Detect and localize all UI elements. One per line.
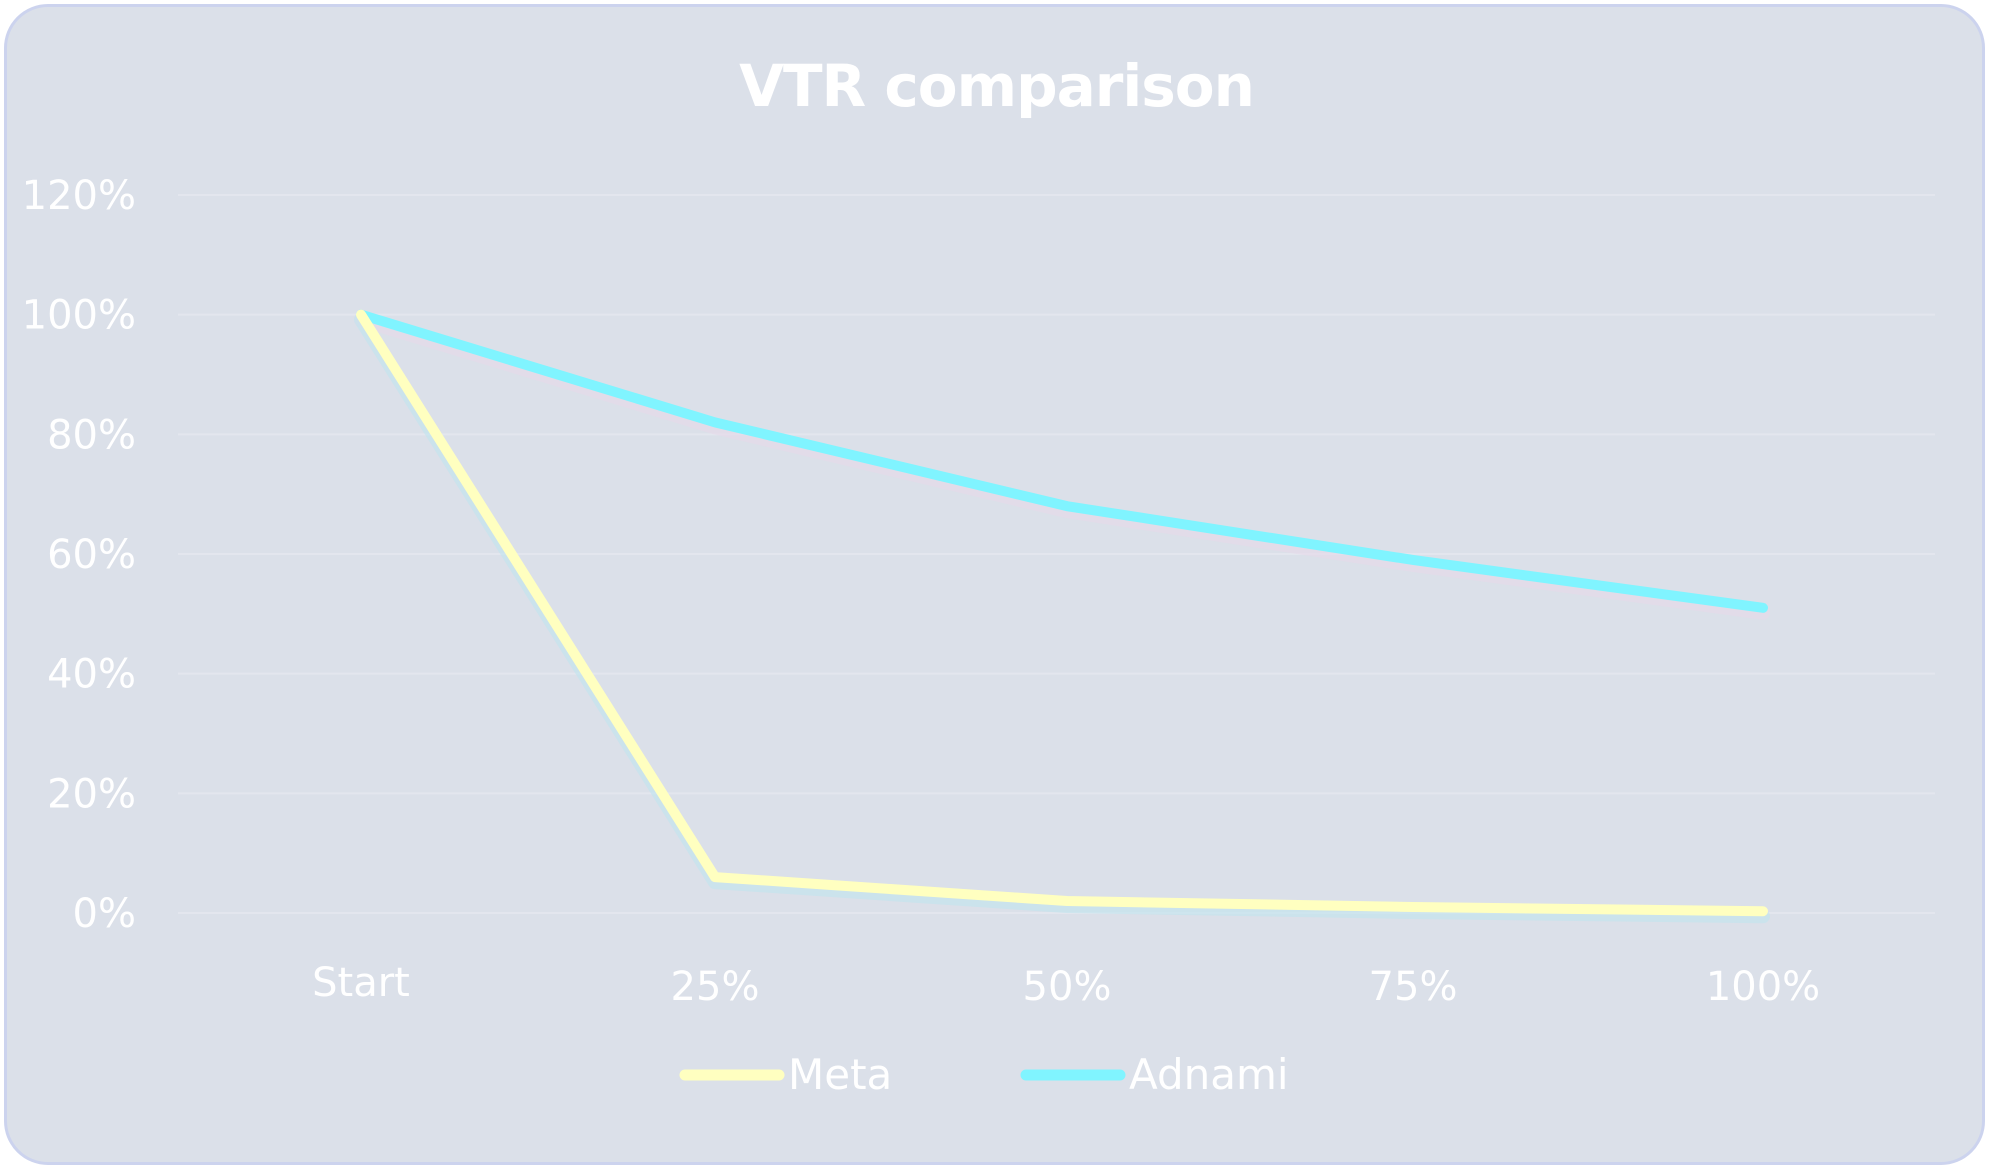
x-tick-label: 25% [671,964,760,1010]
chart-title: VTR comparison [739,52,1255,120]
x-tick-label: Start [312,960,410,1006]
y-tick-label: 120% [22,173,136,219]
series-line-meta [356,309,1768,917]
legend-label-meta: Meta [788,1050,892,1099]
y-tick-label: 20% [47,771,136,817]
y-tick-label: 100% [22,293,136,339]
y-tick-label: 40% [47,652,136,698]
y-tick-label: 80% [47,412,136,458]
series-shadow-meta [354,312,1770,924]
x-tick-label: 100% [1706,964,1820,1010]
x-tick-label: 50% [1023,964,1112,1010]
y-tick-label: 60% [47,532,136,578]
y-tick-label: 0% [73,891,136,937]
series-line-adnami [356,309,1768,613]
series-shadow-adnami [354,312,1770,620]
x-tick-label: 75% [1369,964,1458,1010]
chart-card [4,4,1985,1165]
legend-label-adnami: Adnami [1129,1050,1289,1099]
